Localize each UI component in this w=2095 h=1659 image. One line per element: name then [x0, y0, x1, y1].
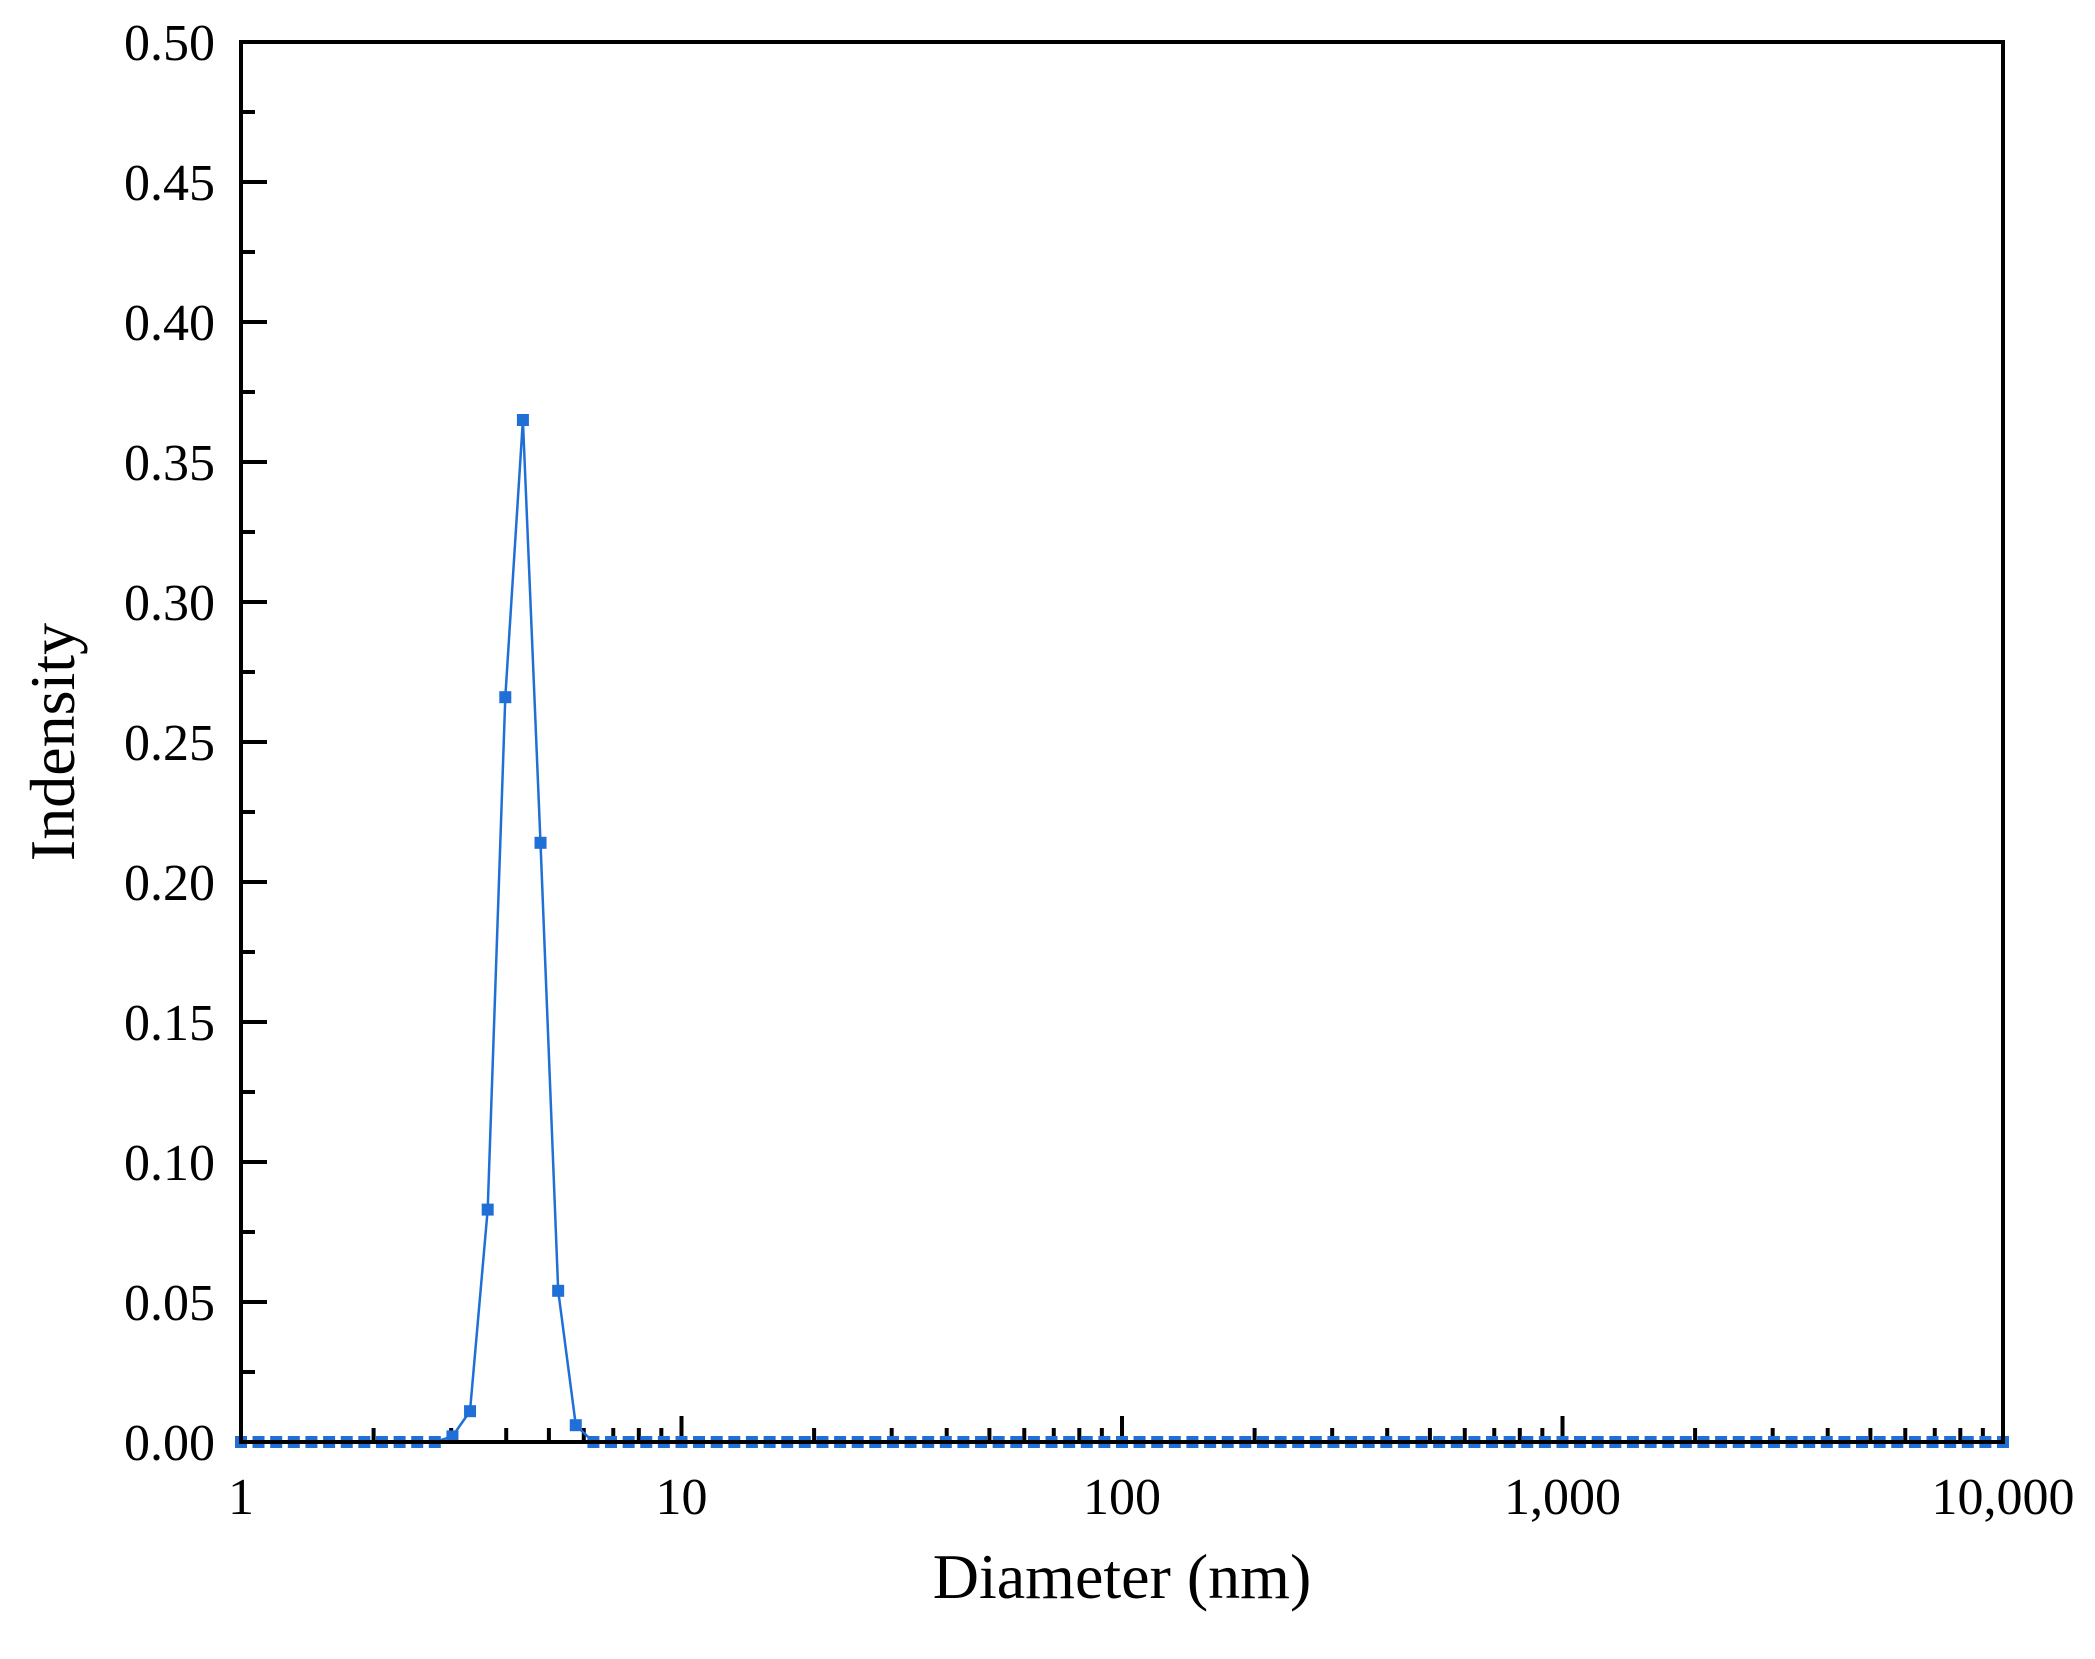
- y-tick-label: 0.45: [124, 155, 215, 212]
- x-tick-label: 1,000: [1504, 1469, 1621, 1526]
- data-point: [481, 1203, 494, 1216]
- x-tick-labels: 1 10 100 1,000 10,000: [228, 1469, 2075, 1526]
- y-tick-label: 0.25: [124, 715, 215, 772]
- y-tick-label: 0.15: [124, 995, 215, 1052]
- y-tick-label: 0.05: [124, 1275, 215, 1332]
- x-tick-label: 1: [228, 1469, 254, 1526]
- y-tick-label: 0.00: [124, 1415, 215, 1472]
- y-tick-label: 0.50: [124, 15, 215, 72]
- data-point: [516, 414, 529, 426]
- x-axis-title: Diameter (nm): [933, 1541, 1312, 1612]
- y-tick-label: 0.35: [124, 435, 215, 492]
- x-tick-label: 10: [656, 1469, 708, 1526]
- data-point: [534, 836, 547, 849]
- y-tick-label: 0.30: [124, 575, 215, 632]
- x-tick-label: 10,000: [1932, 1469, 2075, 1526]
- y-tick-label: 0.20: [124, 855, 215, 912]
- data-point: [569, 1419, 582, 1432]
- plot-frame: [239, 40, 2005, 1444]
- data-point: [552, 1284, 565, 1297]
- x-tick-label: 100: [1083, 1469, 1161, 1526]
- y-tick-label: 0.40: [124, 295, 215, 352]
- y-axis-title: Indensity: [17, 623, 88, 861]
- y-tick-label: 0.10: [124, 1135, 215, 1192]
- y-tick-labels: 0.00 0.05 0.10 0.15 0.20 0.25 0.30 0.35 0.40 0.45…: [124, 15, 215, 1472]
- data-point: [499, 691, 512, 704]
- data-point: [464, 1405, 477, 1418]
- data-point: [446, 1430, 459, 1443]
